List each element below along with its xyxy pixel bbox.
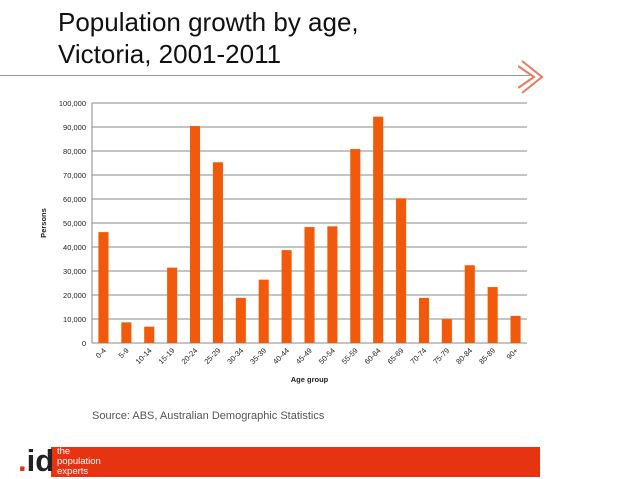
bar bbox=[373, 116, 384, 344]
bar bbox=[350, 149, 361, 343]
x-tick-label: 35-39 bbox=[248, 346, 268, 366]
bar bbox=[258, 279, 269, 343]
x-axis-title: Age group bbox=[291, 375, 329, 384]
page-title: Population growth by age, Victoria, 2001… bbox=[58, 6, 359, 70]
logo-id-text: id bbox=[26, 443, 55, 478]
x-tick-label: 5-9 bbox=[117, 346, 131, 360]
tagline-line-2: population bbox=[57, 456, 101, 467]
y-tick-label: 0 bbox=[82, 339, 86, 348]
x-tick-label: 55-59 bbox=[340, 346, 360, 366]
y-axis-title: Persons bbox=[39, 208, 48, 238]
title-line-1: Population growth by age, bbox=[58, 7, 359, 37]
title-divider bbox=[0, 75, 530, 76]
x-tick-label: 70-74 bbox=[408, 346, 428, 366]
bar bbox=[144, 326, 155, 343]
bar bbox=[418, 297, 430, 343]
bar bbox=[487, 287, 498, 343]
x-tick-label: 50-54 bbox=[317, 346, 337, 366]
y-tick-label: 40,000 bbox=[63, 243, 86, 252]
bar bbox=[98, 232, 109, 343]
company-logo: .id bbox=[18, 445, 54, 477]
x-tick-label: 45-49 bbox=[294, 346, 314, 366]
y-tick-label: 100,000 bbox=[59, 99, 86, 108]
footer-bar bbox=[51, 447, 540, 477]
bar-chart: 0 10,000 20,000 30,000 40,000 50,000 60,000 70,… bbox=[39, 99, 527, 384]
y-tick-label: 60,000 bbox=[63, 195, 86, 204]
logo-dot: . bbox=[18, 443, 27, 478]
y-tick-label: 70,000 bbox=[63, 171, 86, 180]
bar bbox=[396, 198, 407, 343]
x-tick-label: 25-29 bbox=[202, 346, 222, 366]
tagline-line-1: the bbox=[57, 446, 71, 457]
x-tick-label: 85-89 bbox=[477, 346, 497, 366]
bar bbox=[441, 319, 452, 343]
bar bbox=[281, 250, 292, 343]
x-tick-label: 20-24 bbox=[180, 346, 200, 366]
source-note: Source: ABS, Australian Demographic Stat… bbox=[92, 410, 325, 422]
bar bbox=[121, 322, 132, 343]
x-tick-label: 30-34 bbox=[225, 346, 245, 366]
bar bbox=[304, 227, 315, 343]
y-tick-label: 90,000 bbox=[63, 123, 86, 132]
title-line-2: Victoria, 2001-2011 bbox=[58, 39, 282, 69]
chevron-right-icon bbox=[518, 60, 544, 94]
x-tick-label: 90+ bbox=[505, 346, 521, 362]
x-tick-label: 65-69 bbox=[386, 346, 406, 366]
x-tick-label: 15-19 bbox=[157, 346, 177, 366]
bar bbox=[189, 126, 201, 343]
x-tick-label: 0-4 bbox=[94, 346, 108, 360]
y-tick-label: 20,000 bbox=[63, 291, 86, 300]
tagline-line-3: experts bbox=[57, 466, 89, 477]
x-tick-label: 10-14 bbox=[134, 346, 154, 366]
x-tick-label: 75-79 bbox=[431, 346, 451, 366]
y-tick-label: 80,000 bbox=[63, 147, 86, 156]
bar bbox=[167, 267, 178, 343]
bar bbox=[327, 226, 338, 343]
bar bbox=[212, 162, 223, 343]
x-tick-label: 80-84 bbox=[454, 346, 474, 366]
bar bbox=[510, 315, 521, 343]
y-tick-label: 10,000 bbox=[63, 315, 86, 324]
x-tick-label: 60-64 bbox=[363, 346, 383, 366]
logo-tagline: the population experts bbox=[57, 447, 101, 477]
bar bbox=[235, 297, 246, 343]
x-tick-label: 40-44 bbox=[271, 346, 291, 366]
y-tick-label: 30,000 bbox=[63, 267, 86, 276]
y-tick-label: 50,000 bbox=[63, 219, 86, 228]
bar bbox=[464, 265, 475, 343]
